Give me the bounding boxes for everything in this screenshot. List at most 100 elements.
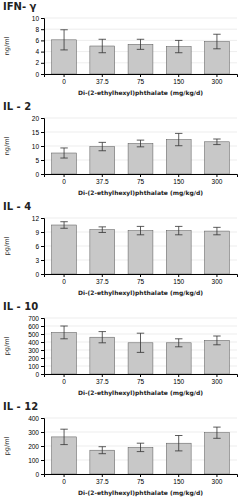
tick-label: 300 [212, 278, 223, 285]
tick: 0 [62, 374, 66, 385]
error-cap [99, 226, 106, 227]
error-line [216, 34, 217, 49]
error-cap [60, 338, 67, 339]
bar [90, 147, 115, 174]
error-cap [137, 146, 144, 147]
grid-line [44, 418, 237, 419]
grid-line [44, 318, 237, 319]
tick-label: 300 [212, 378, 223, 385]
y-axis-label: ng/ml [3, 37, 11, 56]
error-cap [137, 352, 144, 353]
error-line [64, 30, 65, 50]
chart: IFN- γ0246810037.575150300ng/mlDi-(2-eth… [0, 0, 245, 500]
marks [52, 427, 230, 474]
error-cap [137, 443, 144, 444]
x-axis: 037.575150300 [45, 274, 238, 285]
error-bar [60, 148, 67, 158]
tick: 10 [32, 143, 44, 150]
panel: IFN- γ0246810037.575150300ng/mlDi-(2-eth… [3, 1, 238, 97]
error-cap [137, 226, 144, 227]
bar [90, 450, 115, 474]
tick: 75 [137, 174, 145, 185]
tick: 3 [35, 257, 44, 264]
tick-label: 5 [35, 157, 39, 164]
error-bar [99, 447, 106, 454]
tick-label: 37.5 [96, 178, 109, 185]
tick-label: 150 [173, 178, 184, 185]
tick: 37.5 [96, 274, 109, 285]
y-axis: 0100200300400 [28, 415, 44, 478]
tick-label: 6 [35, 37, 39, 44]
tick-mark [178, 74, 179, 77]
tick-mark [41, 418, 44, 419]
error-cap [175, 338, 182, 339]
panel: IL - 100100200300400500600700037.5751503… [3, 301, 238, 397]
error-bar [60, 222, 67, 229]
tick: 75 [137, 474, 145, 485]
error-cap [137, 451, 144, 452]
y-axis: 0100200300400500600700 [28, 315, 44, 378]
error-cap [213, 344, 220, 345]
marks [52, 133, 230, 174]
tick-mark [216, 74, 217, 77]
x-axis: 037.575150300 [45, 374, 238, 385]
tick: 0 [62, 274, 66, 285]
bar [205, 433, 230, 474]
tick-label: 0 [62, 278, 66, 285]
error-cap [213, 427, 220, 428]
tick-mark [41, 350, 44, 351]
tick-label: 0 [35, 271, 39, 278]
tick-mark [41, 474, 44, 475]
tick-mark [41, 342, 44, 343]
error-line [216, 427, 217, 438]
tick: 700 [28, 315, 44, 322]
tick: 0 [62, 174, 66, 185]
tick-mark [41, 318, 44, 319]
tick-mark [41, 174, 44, 175]
bar [166, 343, 191, 374]
error-cap [60, 444, 67, 445]
tick-mark [140, 474, 141, 477]
tick-mark [64, 474, 65, 477]
grid [44, 418, 237, 474]
tick-label: 37.5 [96, 278, 109, 285]
tick-label: 2 [35, 59, 39, 66]
error-bar [99, 332, 106, 343]
x-axis-label: Di-(2-ethylhexyl)phthalate (mg/kg/d) [78, 189, 203, 197]
tick-label: 0 [35, 71, 39, 78]
error-line [140, 140, 141, 147]
error-bar [99, 142, 106, 150]
tick-label: 75 [137, 378, 145, 385]
tick-label: 300 [28, 429, 39, 436]
tick-label: 0 [62, 178, 66, 185]
error-line [140, 443, 141, 451]
tick-label: 0 [35, 171, 39, 178]
tick-mark [140, 74, 141, 77]
tick-mark [41, 40, 44, 41]
tick-label: 20 [32, 115, 40, 122]
error-cap [213, 438, 220, 439]
tick-label: 200 [28, 443, 39, 450]
error-cap [175, 40, 182, 41]
tick: 37.5 [96, 174, 109, 185]
tick-mark [41, 246, 44, 247]
tick-mark [64, 174, 65, 177]
error-cap [60, 326, 67, 327]
tick-mark [41, 218, 44, 219]
tick: 100 [28, 457, 44, 464]
tick-label: 300 [212, 178, 223, 185]
error-line [178, 40, 179, 52]
error-line [140, 226, 141, 234]
error-bar [137, 443, 144, 451]
error-bar [213, 427, 220, 438]
bar [205, 231, 230, 274]
plot-area: 05101520037.575150300 [32, 115, 238, 185]
error-line [216, 336, 217, 345]
error-line [64, 429, 65, 444]
panel-title: IL - 10 [3, 301, 38, 312]
tick-mark [41, 358, 44, 359]
tick: 300 [212, 374, 223, 385]
tick-mark [41, 334, 44, 335]
tick-mark [64, 274, 65, 277]
tick-label: 500 [28, 331, 39, 338]
